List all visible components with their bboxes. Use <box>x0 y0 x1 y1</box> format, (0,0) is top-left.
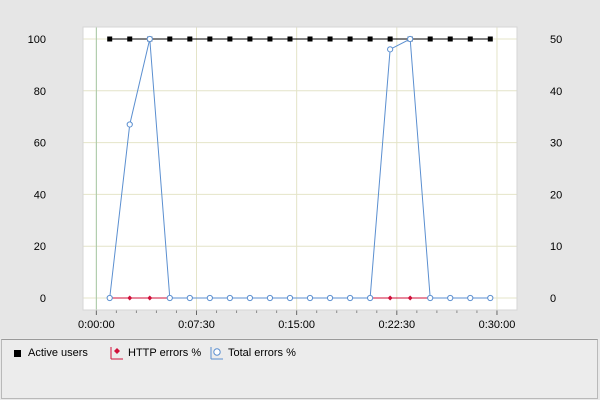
y-left-tick-label: 20 <box>34 241 46 253</box>
y-right-tick-label: 10 <box>550 241 562 253</box>
line-chart: 0:00:00 0:07:30 0:15:00 0:22:30 0:30:0010080… <box>28 26 562 331</box>
total-errors-point <box>387 46 394 53</box>
active-users-point <box>387 36 393 42</box>
y-left-tick-label: 80 <box>34 86 46 98</box>
total-errors-point <box>326 294 334 302</box>
y-right-tick-label: 30 <box>550 138 562 150</box>
http-errors-point <box>387 295 393 301</box>
x-tick-label: 0:22:30 <box>378 319 415 331</box>
http-errors-point <box>147 295 153 301</box>
y-left-tick-label: 60 <box>34 138 46 150</box>
legend-label: Total errors % <box>228 347 296 359</box>
active-users-point <box>287 36 293 42</box>
active-users-point <box>327 36 333 42</box>
legend-label: HTTP errors % <box>128 347 202 359</box>
chart-legend: Active users HTTP errors % Total errors … <box>1 339 598 399</box>
total-errors-point <box>427 294 434 302</box>
active-users-point <box>227 36 233 42</box>
total-errors-point <box>266 294 274 302</box>
total-errors-point <box>306 294 314 302</box>
total-errors-point <box>467 294 474 302</box>
chart-area: 0:00:00 0:07:30 0:15:00 0:22:30 0:30:00 100 80… <box>27 26 563 331</box>
active-users-point <box>447 36 453 42</box>
active-users-point <box>107 36 113 42</box>
square-marker-icon <box>14 350 21 357</box>
active-users-point <box>127 36 133 42</box>
circle-marker-icon <box>210 347 223 360</box>
http-errors-point <box>127 295 133 301</box>
active-users-point <box>367 36 373 42</box>
plot-border <box>82 26 518 311</box>
total-errors-point <box>447 294 454 302</box>
total-errors-point <box>126 121 133 128</box>
total-errors-point <box>206 294 213 302</box>
legend-item-active-users: Active users <box>10 345 88 361</box>
active-users-point <box>207 36 213 42</box>
total-errors-point <box>346 294 354 302</box>
y-right-tick-label: 50 <box>550 34 562 46</box>
x-tick-label: 0:15:00 <box>278 319 315 331</box>
total-errors-point <box>407 35 414 43</box>
total-errors-point <box>226 294 233 302</box>
total-errors-point <box>186 294 193 302</box>
total-errors-point <box>367 294 374 302</box>
legend-item-total-errors: Total errors % <box>210 345 296 361</box>
http-errors-point <box>407 295 413 301</box>
active-users-point <box>427 36 433 42</box>
total-errors-point <box>106 294 113 302</box>
x-tick-label: 0:07:30 <box>178 319 215 331</box>
y-right-tick-label: 0 <box>550 293 556 305</box>
x-tick-label: 0:30:00 <box>479 319 516 331</box>
active-users-point <box>307 36 313 42</box>
legend-label: Active users <box>28 347 88 359</box>
active-users-point <box>267 36 273 42</box>
x-tick-label: 0:00:00 <box>78 319 115 331</box>
active-users-point <box>347 36 353 42</box>
total-errors-point <box>286 294 294 302</box>
active-users-point <box>467 36 473 42</box>
active-users-point <box>487 36 493 42</box>
y-right-tick-label: 40 <box>550 86 562 98</box>
total-errors-point <box>166 294 173 302</box>
y-right-tick-label: 20 <box>550 189 562 201</box>
total-errors-point <box>146 35 153 43</box>
total-errors-point <box>487 294 494 302</box>
total-errors-line <box>109 38 491 299</box>
y-left-tick-label: 100 <box>28 34 46 46</box>
active-users-point <box>187 36 193 42</box>
y-left-tick-label: 40 <box>34 189 46 201</box>
y-left-tick-label: 0 <box>40 293 46 305</box>
plot-background <box>83 27 517 310</box>
active-users-point <box>247 36 253 42</box>
diamond-marker-icon <box>110 347 123 360</box>
active-users-point <box>167 36 173 42</box>
legend-item-http-errors: HTTP errors % <box>110 345 201 361</box>
total-errors-point <box>246 294 254 302</box>
